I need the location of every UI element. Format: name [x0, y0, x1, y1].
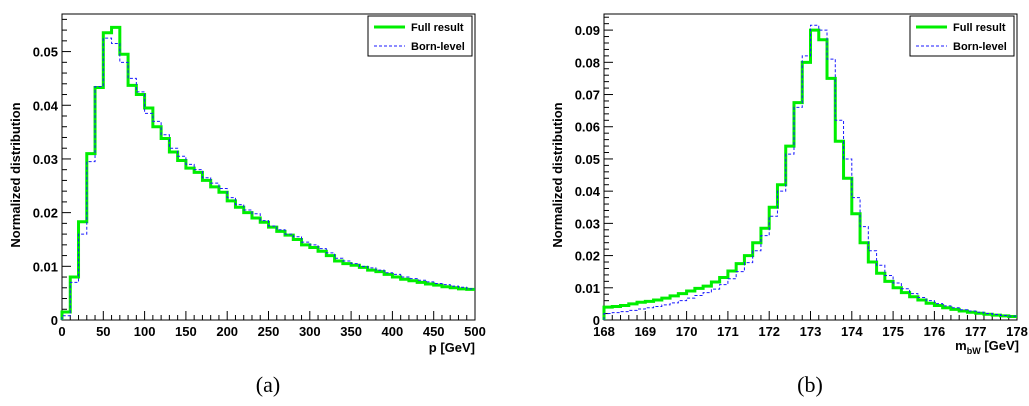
- y-tick-label: 0.01: [575, 281, 600, 296]
- y-tick-label: 0.08: [575, 55, 600, 70]
- x-tick-label: 100: [134, 324, 156, 339]
- x-tick-label: 500: [464, 324, 486, 339]
- x-tick-label: 173: [800, 324, 822, 339]
- y-tick-label: 0.04: [33, 98, 59, 113]
- x-axis-title-b-main: m: [955, 338, 967, 353]
- y-tick-label: 0.06: [575, 120, 600, 135]
- x-tick-label: 170: [676, 324, 698, 339]
- x-tick-label: 50: [96, 324, 110, 339]
- y-tick-label: 0.05: [575, 152, 600, 167]
- y-tick-label: 0.02: [575, 249, 600, 264]
- x-axis-title-a: p [GeV]: [429, 340, 475, 355]
- x-tick-label: 176: [924, 324, 946, 339]
- plot-frame-b: [603, 13, 1018, 321]
- plot-frame-a: [61, 13, 476, 321]
- x-tick-label: 300: [299, 324, 321, 339]
- legend-box-b: [909, 15, 1015, 57]
- x-tick-label: 250: [258, 324, 280, 339]
- y-tick-label: 0.03: [33, 152, 58, 167]
- y-axis-title-b: Normalized distribution: [550, 102, 565, 247]
- legend-label-born-b: Born-level: [953, 41, 1007, 53]
- x-tick-label: 0: [58, 324, 65, 339]
- x-tick-label: 350: [340, 324, 362, 339]
- y-tick-label: 0.05: [33, 45, 58, 60]
- x-tick-label: 200: [216, 324, 238, 339]
- x-tick-label: 169: [634, 324, 656, 339]
- y-tick-label: 0: [51, 313, 58, 328]
- histograms-b: [602, 24, 1017, 320]
- y-tick-label: 0.09: [575, 23, 600, 38]
- x-tick-label: 177: [965, 324, 987, 339]
- caption-a: (a): [256, 372, 280, 397]
- axis-ticks-a: 0 50 100 150 200 250 300 350 400 450 500 0 0.01 0.02 0…: [33, 18, 486, 339]
- y-tick-label: 0.03: [575, 216, 600, 231]
- series-line-born-level: [61, 37, 475, 320]
- legend-a: Full result Born-level: [367, 15, 473, 57]
- x-tick-label: 400: [382, 324, 404, 339]
- legend-label-full-b: Full result: [953, 22, 1006, 34]
- x-axis-title-b-subscript: bW: [967, 346, 981, 356]
- x-tick-label: 168: [593, 324, 615, 339]
- y-tick-label: 0.02: [33, 206, 58, 221]
- chart-panel-a: 0 50 100 150 200 250 300 350 400 450 500 0 0.01 0.02 0…: [8, 13, 486, 397]
- y-tick-label: 0.04: [575, 184, 601, 199]
- series-line-full-result: [602, 28, 1017, 320]
- axis-ticks-b: 168 169 170 171 172 173 174 175 176 177 178 0 0.01 0.…: [575, 16, 1028, 339]
- legend-box-a: [367, 15, 473, 57]
- histograms-a: [60, 25, 475, 320]
- legend-label-born-a: Born-level: [411, 41, 465, 53]
- y-tick-label: 0: [593, 313, 600, 328]
- x-axis-title-b-unit: [GeV]: [981, 338, 1019, 353]
- x-tick-label: 172: [758, 324, 780, 339]
- x-tick-label: 174: [841, 324, 863, 339]
- x-axis-title-b: mbW [GeV]: [955, 338, 1019, 356]
- x-tick-label: 171: [717, 324, 739, 339]
- y-tick-label: 0.07: [575, 88, 600, 103]
- y-axis-title-a: Normalized distribution: [8, 102, 23, 247]
- caption-b: (b): [797, 372, 823, 397]
- x-tick-label: 150: [175, 324, 197, 339]
- x-tick-label: 450: [423, 324, 445, 339]
- x-tick-label: 178: [1006, 324, 1028, 339]
- chart-panel-b: 168 169 170 171 172 173 174 175 176 177 178 0 0.01 0.…: [550, 13, 1028, 397]
- y-tick-label: 0.01: [33, 259, 58, 274]
- series-line-born-level: [603, 24, 1017, 320]
- legend-label-full-a: Full result: [411, 22, 464, 34]
- legend-b: Full result Born-level: [909, 15, 1015, 57]
- x-tick-label: 175: [882, 324, 904, 339]
